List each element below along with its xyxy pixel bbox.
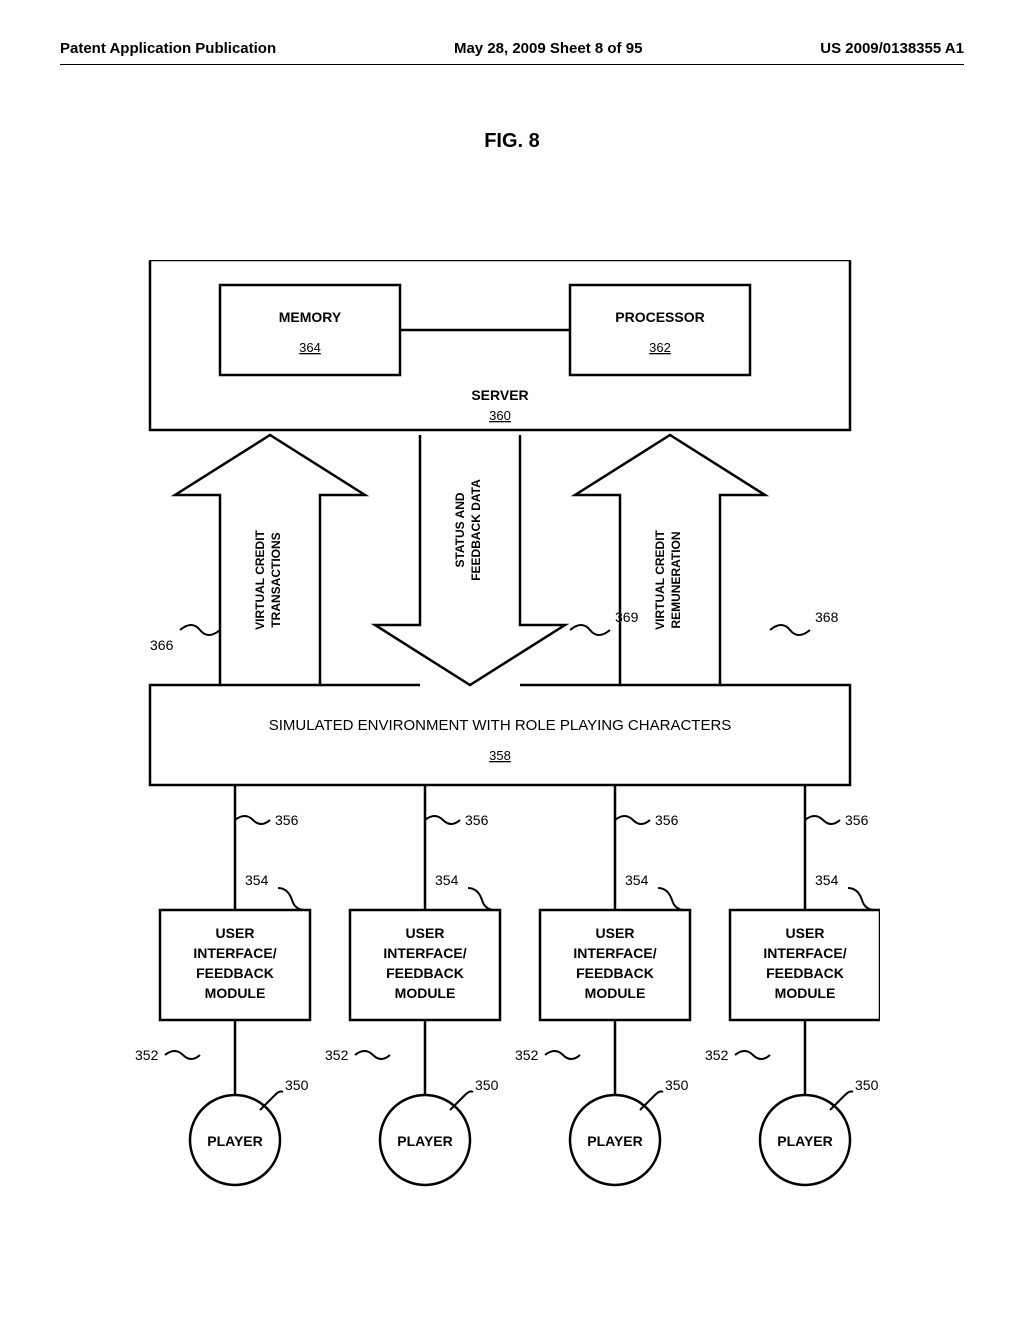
- leader-354: [468, 888, 495, 910]
- memory-ref: 364: [299, 340, 321, 355]
- ref-368: 368: [815, 609, 839, 625]
- header-center: May 28, 2009 Sheet 8 of 95: [454, 40, 642, 57]
- ui-module-label: MODULE: [775, 985, 836, 1001]
- player-label: PLAYER: [777, 1133, 833, 1149]
- sim-env-box: [150, 685, 850, 785]
- ref-356: 356: [275, 812, 299, 828]
- ui-module-label: FEEDBACK: [576, 965, 654, 981]
- leader-352: [545, 1051, 580, 1059]
- ref-356: 356: [845, 812, 869, 828]
- processor-box: [570, 285, 750, 375]
- leader-354: [278, 888, 305, 910]
- ref-366: 366: [150, 637, 174, 653]
- status-line1: STATUS AND: [453, 492, 467, 567]
- ui-module-label: INTERFACE/: [383, 945, 466, 961]
- ref-356: 356: [465, 812, 489, 828]
- ref-352: 352: [705, 1047, 729, 1063]
- ref-356: 356: [655, 812, 679, 828]
- ui-module-label: USER: [596, 925, 635, 941]
- leader-352: [735, 1051, 770, 1059]
- leader-350: [260, 1091, 283, 1110]
- status-line2: FEEDBACK DATA: [469, 479, 483, 581]
- leader-369: [570, 625, 610, 635]
- ui-module-label: FEEDBACK: [386, 965, 464, 981]
- sim-title: SIMULATED ENVIRONMENT WITH ROLE PLAYING …: [269, 717, 732, 734]
- processor-label: PROCESSOR: [615, 309, 704, 325]
- ui-module-label: USER: [406, 925, 445, 941]
- ui-module-label: MODULE: [205, 985, 266, 1001]
- vcr-line1: VIRTUAL CREDIT: [653, 529, 667, 629]
- ref-350: 350: [665, 1077, 689, 1093]
- leader-366: [180, 625, 220, 635]
- player-label: PLAYER: [207, 1133, 263, 1149]
- patent-diagram: MEMORY 364 PROCESSOR 362 SERVER 360 VIRT…: [130, 260, 880, 1200]
- leader-352: [355, 1051, 390, 1059]
- vct-line2: TRANSACTIONS: [269, 532, 283, 627]
- memory-box: [220, 285, 400, 375]
- ui-module-label: MODULE: [395, 985, 456, 1001]
- leader-354: [848, 888, 875, 910]
- ui-module-label: INTERFACE/: [763, 945, 846, 961]
- ref-350: 350: [475, 1077, 499, 1093]
- player-label: PLAYER: [397, 1133, 453, 1149]
- leader-356: [805, 816, 840, 824]
- ref-352: 352: [325, 1047, 349, 1063]
- ref-352: 352: [135, 1047, 159, 1063]
- ui-module-label: INTERFACE/: [573, 945, 656, 961]
- figure-title: FIG. 8: [0, 130, 1024, 153]
- ref-352: 352: [515, 1047, 539, 1063]
- leader-368: [770, 625, 810, 635]
- ref-354: 354: [815, 872, 839, 888]
- leader-352: [165, 1051, 200, 1059]
- ref-354: 354: [245, 872, 269, 888]
- leader-354: [658, 888, 685, 910]
- ui-module-label: USER: [216, 925, 255, 941]
- header-right: US 2009/0138355 A1: [820, 40, 964, 57]
- vct-line1: VIRTUAL CREDIT: [253, 529, 267, 629]
- processor-ref: 362: [649, 340, 671, 355]
- sim-ref: 358: [489, 748, 511, 763]
- ref-354: 354: [435, 872, 459, 888]
- ref-350: 350: [285, 1077, 309, 1093]
- leader-356: [615, 816, 650, 824]
- server-ref: 360: [489, 408, 511, 423]
- vcr-line2: REMUNERATION: [669, 531, 683, 628]
- player-label: PLAYER: [587, 1133, 643, 1149]
- memory-label: MEMORY: [279, 309, 342, 325]
- server-label: SERVER: [471, 387, 528, 403]
- ref-350: 350: [855, 1077, 879, 1093]
- ref-354: 354: [625, 872, 649, 888]
- ui-module-label: FEEDBACK: [196, 965, 274, 981]
- header-left: Patent Application Publication: [60, 40, 276, 57]
- ui-module-label: USER: [786, 925, 825, 941]
- ui-module-label: MODULE: [585, 985, 646, 1001]
- ref-369: 369: [615, 609, 639, 625]
- ui-module-label: FEEDBACK: [766, 965, 844, 981]
- leader-350: [830, 1091, 853, 1110]
- header-rule: [60, 64, 964, 65]
- leader-356: [235, 816, 270, 824]
- leader-356: [425, 816, 460, 824]
- ui-module-label: INTERFACE/: [193, 945, 276, 961]
- leader-350: [640, 1091, 663, 1110]
- leader-350: [450, 1091, 473, 1110]
